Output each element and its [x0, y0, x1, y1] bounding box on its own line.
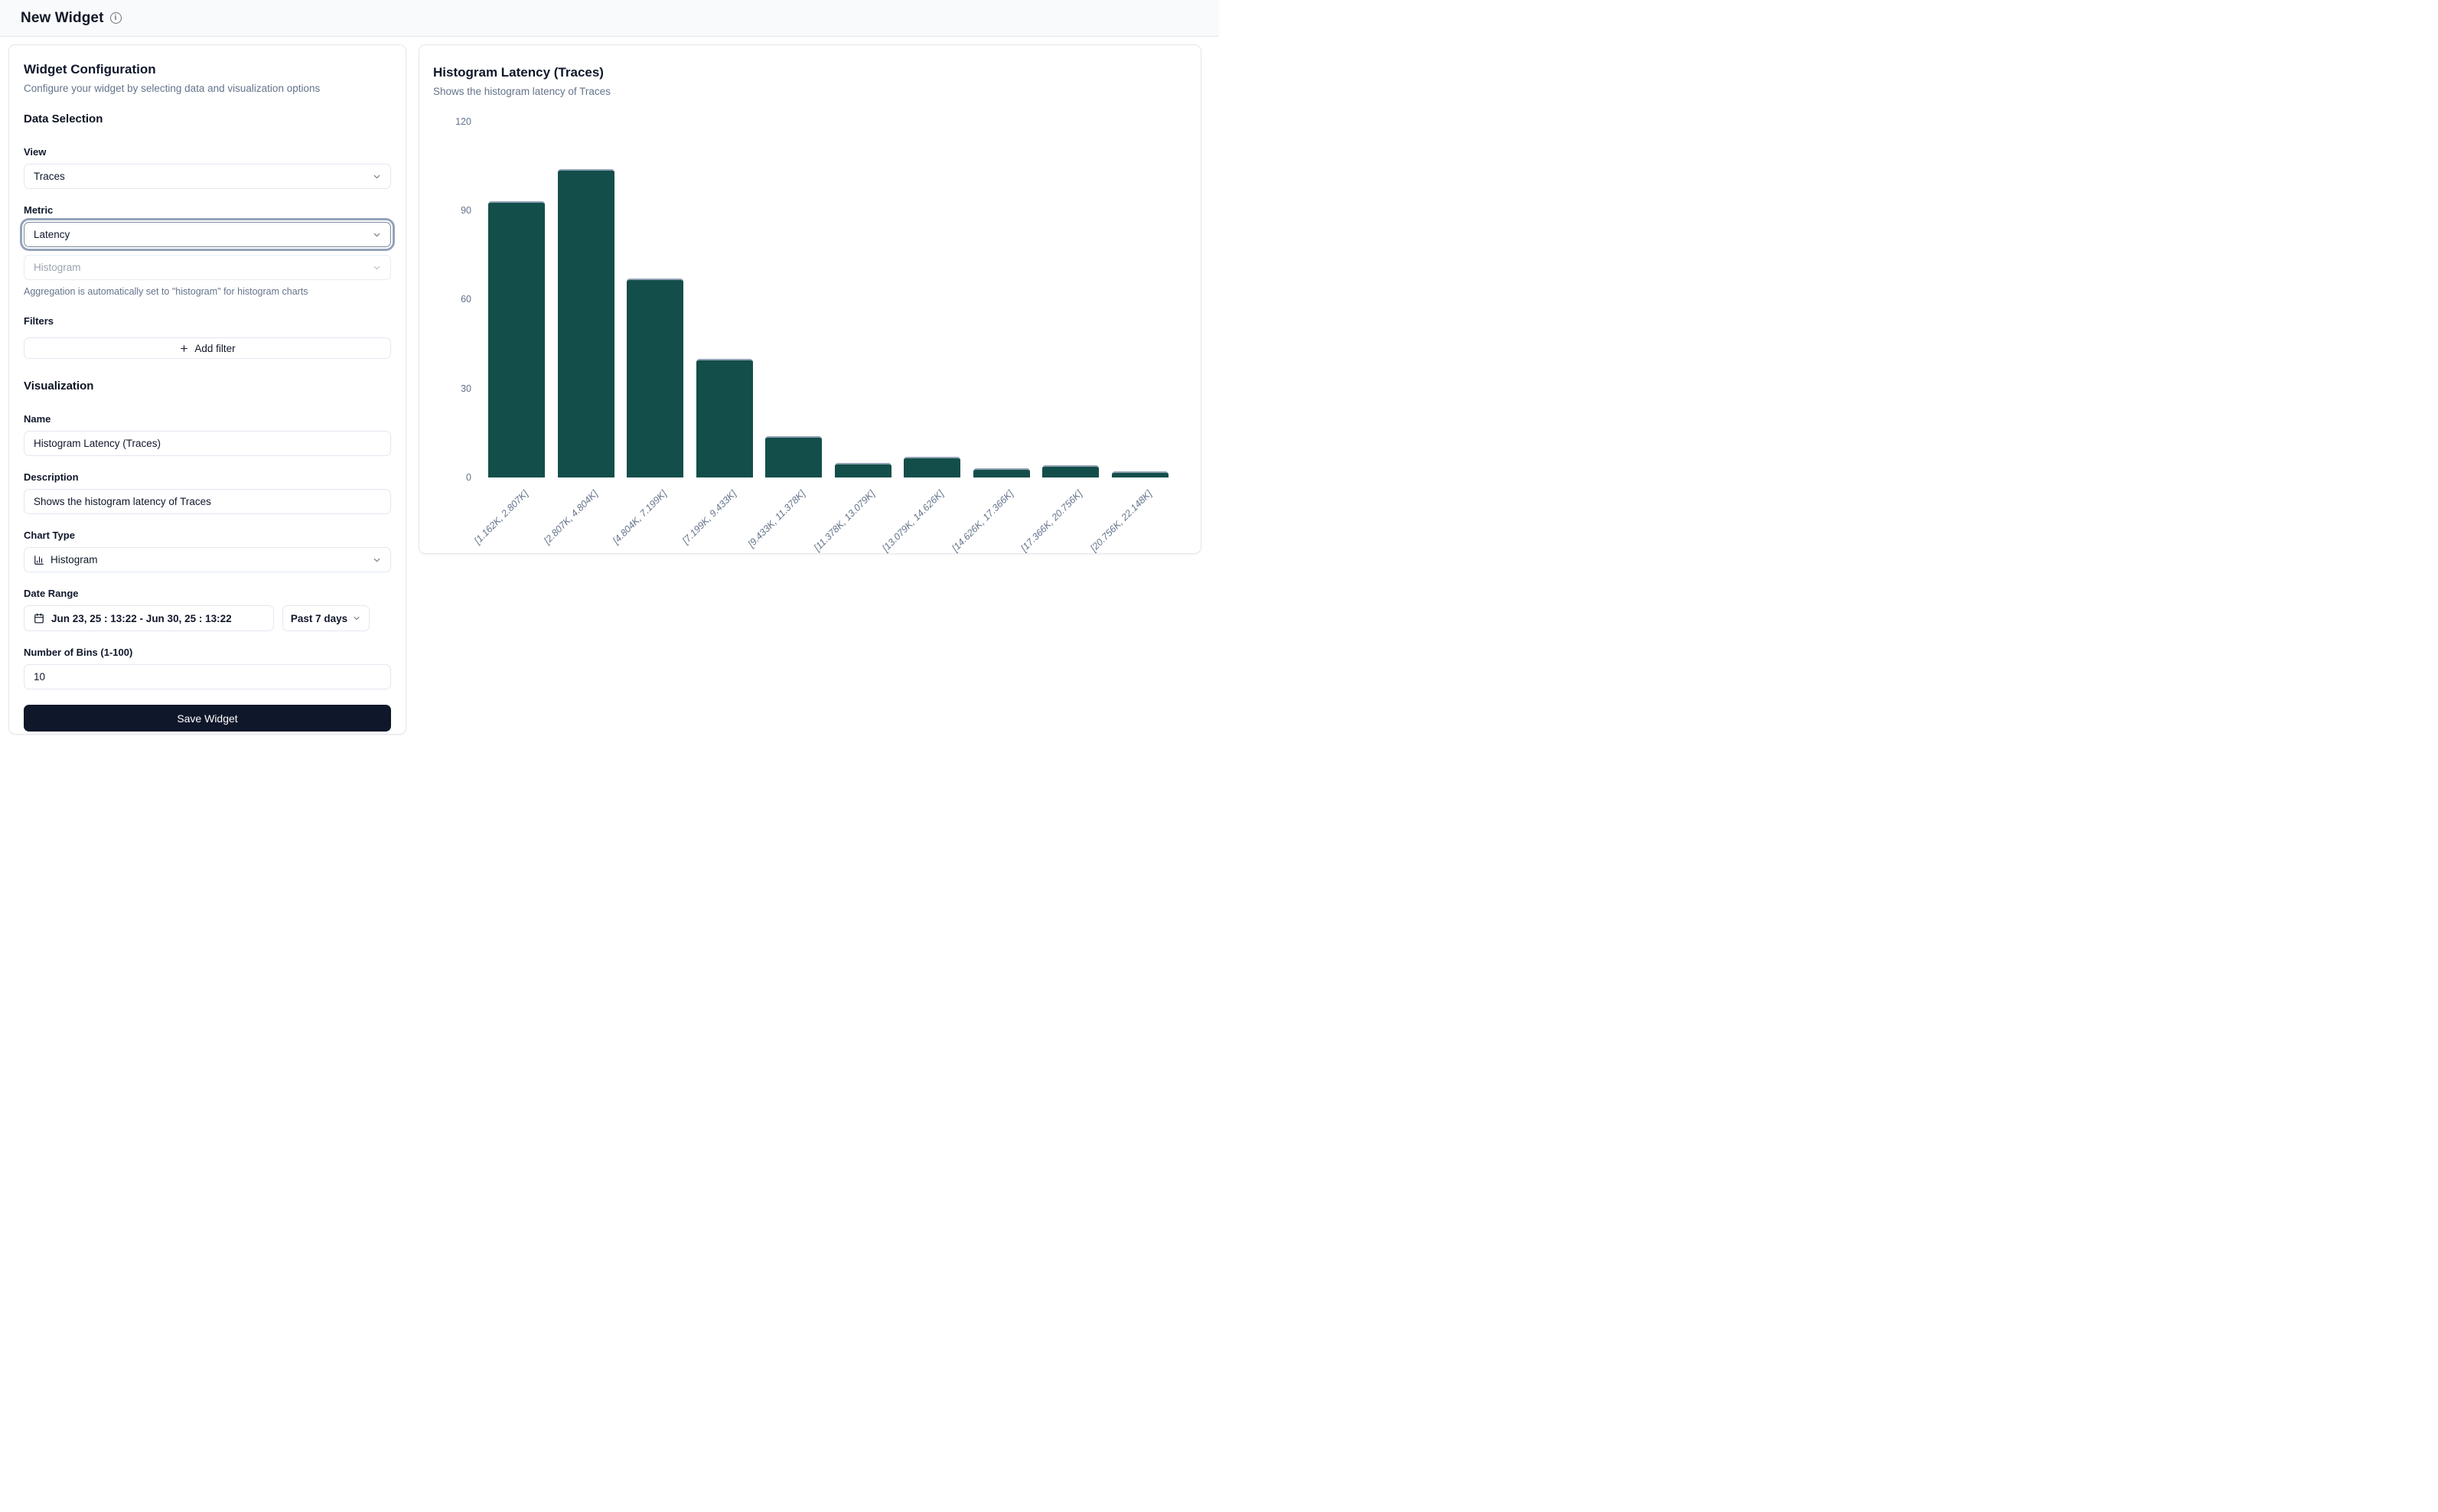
date-range-button[interactable]: Jun 23, 25 : 13:22 - Jun 30, 25 : 13:22 — [24, 605, 274, 631]
config-panel-title: Widget Configuration — [24, 62, 156, 77]
histogram-bar — [904, 457, 960, 477]
y-axis-tick-label: 90 — [461, 205, 471, 217]
chevron-down-icon — [372, 230, 382, 240]
chart-panel: Histogram Latency (Traces) Shows the his… — [419, 44, 1201, 554]
plus-icon — [179, 344, 189, 354]
chart-title: Histogram Latency (Traces) — [433, 65, 604, 80]
chart-type-label: Chart Type — [24, 530, 75, 541]
name-input[interactable] — [24, 431, 391, 456]
aggregation-helper-text: Aggregation is automatically set to "his… — [24, 286, 308, 297]
view-select[interactable]: Traces — [24, 164, 391, 189]
metric-select-value: Latency — [34, 229, 70, 240]
y-axis-tick-label: 0 — [466, 472, 471, 483]
date-preset-button[interactable]: Past 7 days — [282, 605, 370, 631]
date-range-label: Date Range — [24, 588, 79, 599]
info-icon[interactable]: i — [109, 12, 122, 24]
app-header: New Widget i — [0, 0, 1219, 37]
view-select-value: Traces — [34, 171, 65, 182]
chart-column-icon — [34, 555, 44, 565]
y-axis-tick-label: 120 — [455, 116, 471, 127]
histogram-bar — [696, 359, 753, 477]
metric-select[interactable]: Latency — [24, 222, 391, 247]
filters-label: Filters — [24, 315, 54, 327]
chevron-down-icon — [372, 262, 382, 272]
histogram-bar — [1042, 465, 1099, 477]
description-input[interactable] — [24, 489, 391, 514]
add-filter-label: Add filter — [194, 342, 236, 354]
add-filter-button[interactable]: Add filter — [24, 337, 391, 359]
histogram-bar — [834, 463, 891, 477]
x-axis-tick-label: [11.378K, 13.079K] — [811, 488, 877, 553]
metric-label: Metric — [24, 204, 54, 216]
config-panel-subtitle: Configure your widget by selecting data … — [24, 83, 321, 94]
chevron-down-icon — [372, 555, 382, 565]
y-axis-tick-label: 30 — [461, 383, 471, 394]
histogram-bar — [557, 169, 614, 477]
chart-subtitle: Shows the histogram latency of Traces — [433, 86, 611, 97]
x-axis-tick-label: [14.626K, 17.366K] — [949, 488, 1015, 554]
calendar-icon — [34, 613, 44, 624]
name-label: Name — [24, 413, 51, 425]
histogram-bar — [973, 468, 1030, 477]
page-title: New Widget — [21, 9, 104, 26]
visualization-heading: Visualization — [24, 380, 94, 393]
x-axis-tick-label: [4.804K, 7.199K] — [611, 488, 669, 546]
chevron-down-icon — [372, 171, 382, 181]
x-axis-tick-label: [7.199K, 9.433K] — [680, 488, 738, 546]
chart-type-select[interactable]: Histogram — [24, 547, 391, 572]
x-axis-tick-label: [13.079K, 14.626K] — [880, 488, 946, 554]
x-axis-tick-label: [17.366K, 20.756K] — [1019, 488, 1084, 554]
chevron-down-icon — [352, 614, 361, 623]
chart-plot: 0 30 60 90 120 [1.162K, 2.807K] [2.807K, 4.804… — [419, 45, 1202, 555]
x-axis-tick-label: [9.433K, 11.378K] — [745, 488, 807, 550]
x-axis-tick-label: [2.807K, 4.804K] — [541, 488, 600, 546]
widget-configuration-panel: Widget Configuration Configure your widg… — [8, 44, 406, 735]
histogram-bar — [1111, 471, 1168, 477]
bins-label: Number of Bins (1-100) — [24, 647, 133, 658]
histogram-bar — [488, 201, 545, 477]
chart-type-value: Histogram — [51, 554, 98, 565]
save-widget-button[interactable]: Save Widget — [24, 705, 391, 732]
x-axis-tick-label: [20.756K, 22.148K] — [1087, 488, 1154, 554]
x-axis-tick-label: [1.162K, 2.807K] — [472, 488, 530, 546]
date-preset-value: Past 7 days — [290, 612, 348, 624]
histogram-bar — [627, 279, 683, 477]
y-axis-tick-label: 60 — [461, 294, 471, 305]
histogram-bar — [765, 436, 822, 477]
aggregation-select: Histogram — [24, 255, 391, 280]
description-label: Description — [24, 471, 79, 483]
date-range-value: Jun 23, 25 : 13:22 - Jun 30, 25 : 13:22 — [51, 612, 232, 624]
bins-input[interactable] — [24, 664, 391, 689]
view-label: View — [24, 146, 47, 158]
data-selection-heading: Data Selection — [24, 112, 103, 125]
aggregation-select-value: Histogram — [34, 262, 81, 273]
